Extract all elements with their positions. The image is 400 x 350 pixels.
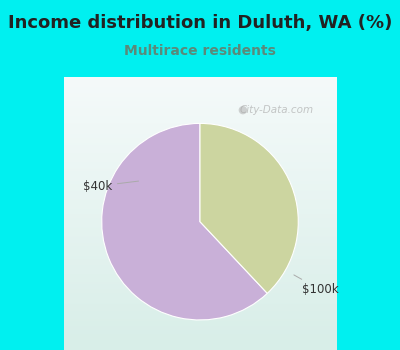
Text: $40k: $40k — [83, 180, 138, 193]
Text: Income distribution in Duluth, WA (%): Income distribution in Duluth, WA (%) — [8, 14, 392, 32]
Text: ●: ● — [238, 105, 247, 115]
Text: Multirace residents: Multirace residents — [124, 44, 276, 58]
Wedge shape — [200, 124, 298, 293]
Text: $100k: $100k — [294, 275, 339, 296]
Text: City-Data.com: City-Data.com — [239, 105, 314, 115]
Wedge shape — [102, 124, 267, 320]
